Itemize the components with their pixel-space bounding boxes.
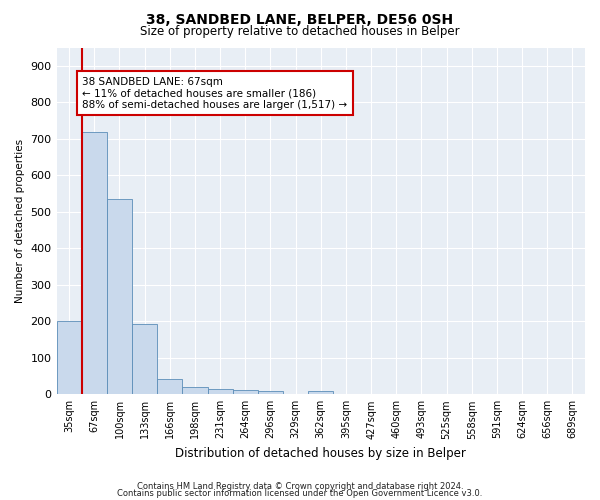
Bar [132, 324, 157, 394]
Bar [308, 390, 334, 394]
Bar [233, 390, 258, 394]
Y-axis label: Number of detached properties: Number of detached properties [15, 139, 25, 303]
Bar [157, 379, 182, 394]
Text: Contains public sector information licensed under the Open Government Licence v3: Contains public sector information licen… [118, 489, 482, 498]
Text: 38 SANDBED LANE: 67sqm
← 11% of detached houses are smaller (186)
88% of semi-de: 38 SANDBED LANE: 67sqm ← 11% of detached… [82, 76, 347, 110]
Bar [56, 322, 82, 394]
Bar [258, 390, 283, 394]
Bar [82, 132, 107, 394]
Bar [107, 199, 132, 394]
Bar [208, 389, 233, 394]
Bar [182, 387, 208, 394]
Text: Size of property relative to detached houses in Belper: Size of property relative to detached ho… [140, 25, 460, 38]
Text: Contains HM Land Registry data © Crown copyright and database right 2024.: Contains HM Land Registry data © Crown c… [137, 482, 463, 491]
X-axis label: Distribution of detached houses by size in Belper: Distribution of detached houses by size … [175, 447, 466, 460]
Text: 38, SANDBED LANE, BELPER, DE56 0SH: 38, SANDBED LANE, BELPER, DE56 0SH [146, 12, 454, 26]
